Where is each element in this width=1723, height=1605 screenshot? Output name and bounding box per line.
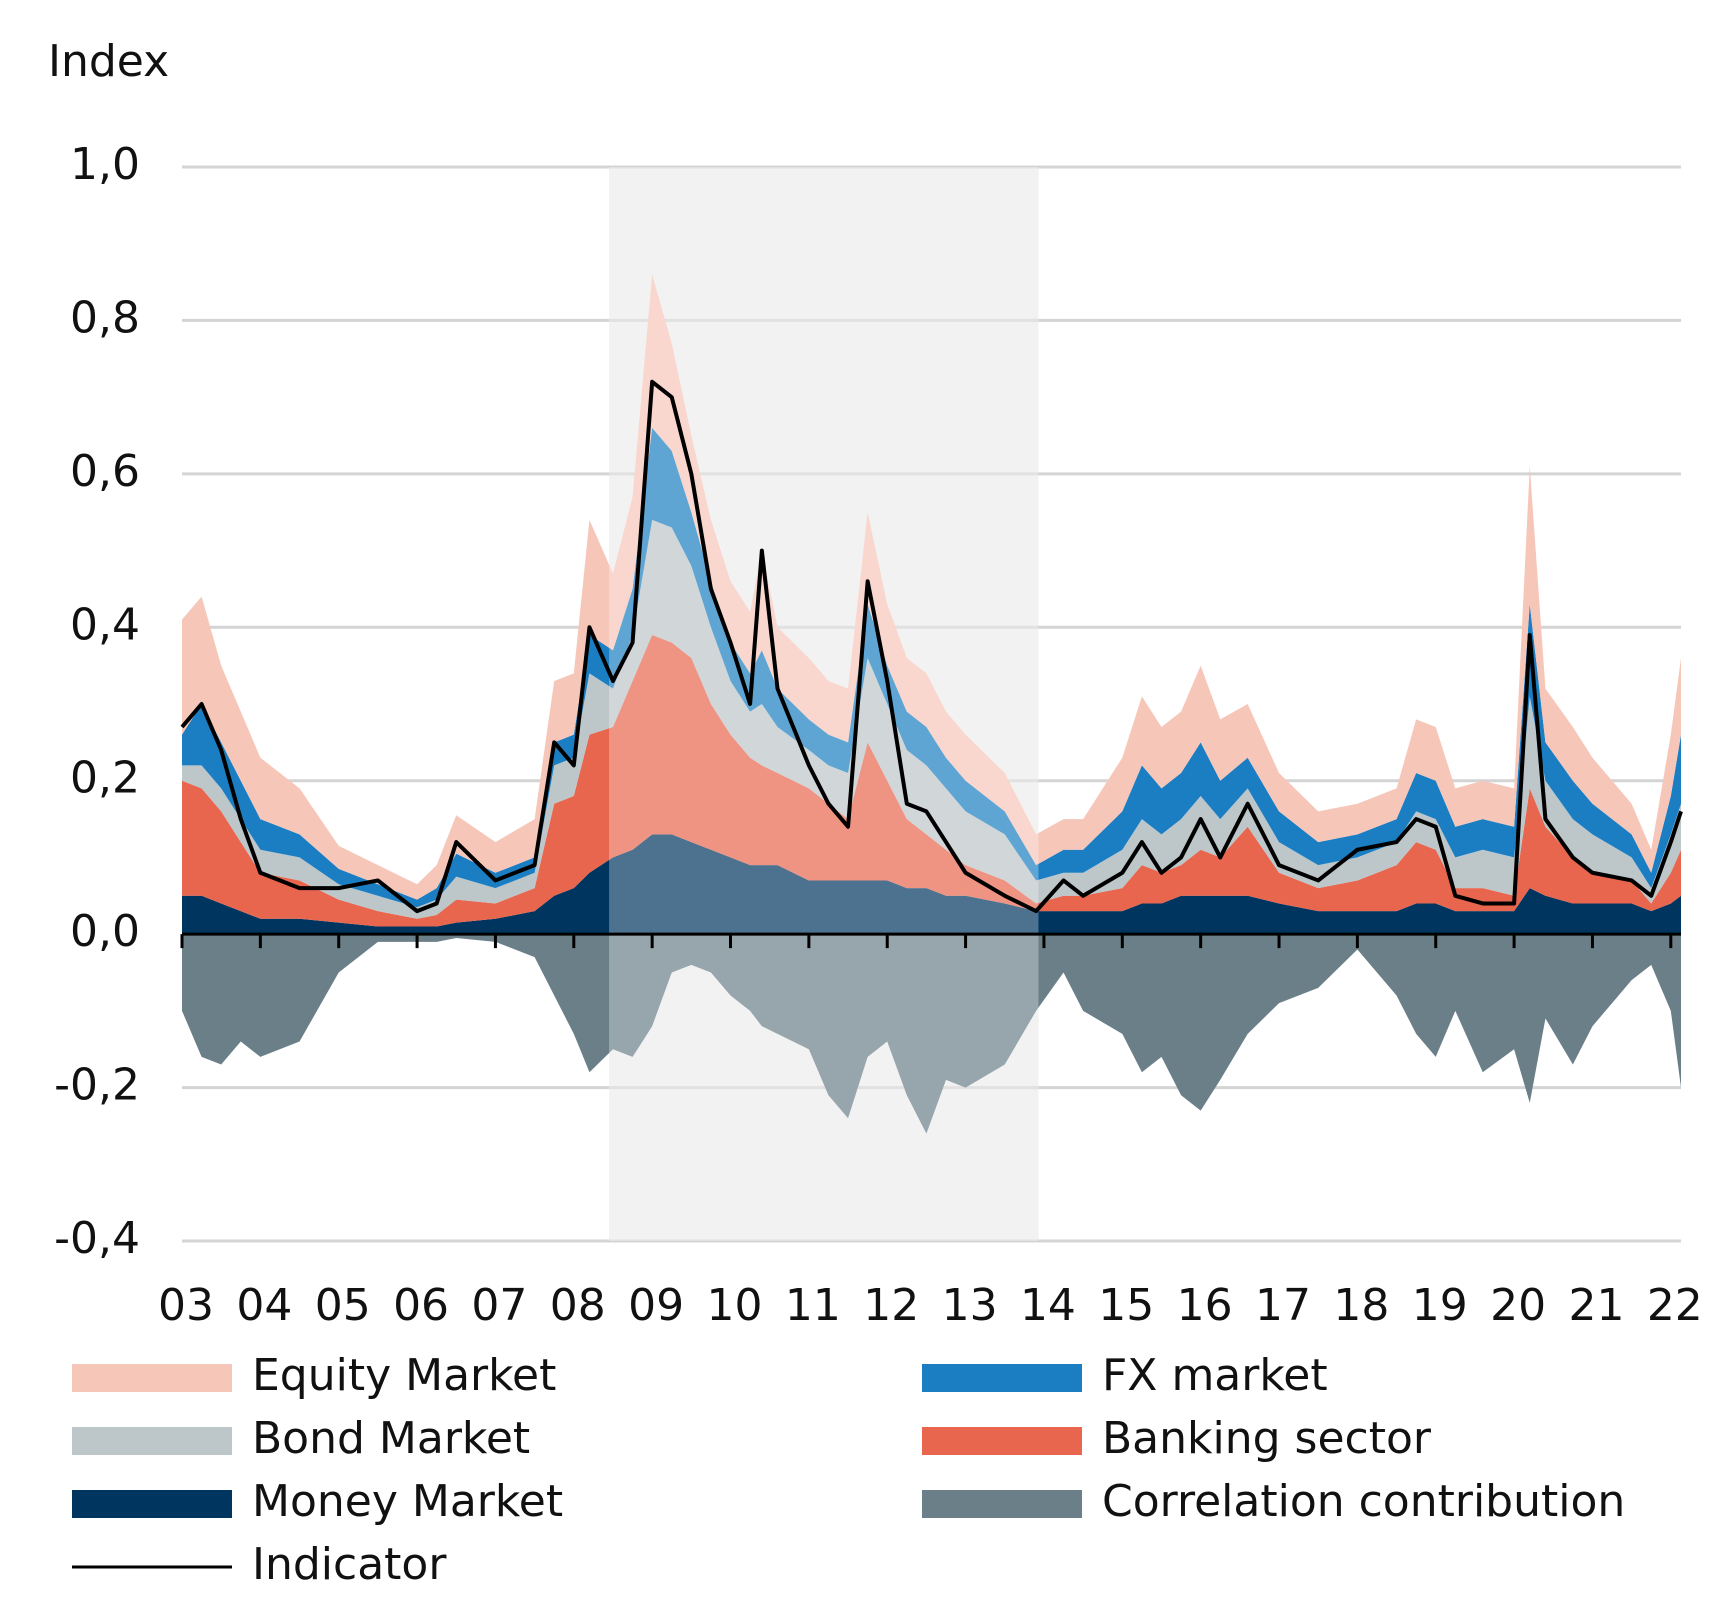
x-tick-label: 19 (1412, 1280, 1468, 1331)
legend-label: Indicator (252, 1539, 447, 1590)
axis-title: Index (48, 36, 169, 87)
x-tick-label: 04 (236, 1280, 292, 1331)
legend-label: Equity Market (252, 1350, 556, 1401)
x-tick-label: 09 (628, 1280, 684, 1331)
legend-swatch (72, 1364, 232, 1392)
legend-swatch (922, 1490, 1082, 1518)
x-tick-label: 16 (1177, 1280, 1233, 1331)
x-tick-label: 22 (1647, 1280, 1703, 1331)
x-tick-label: 20 (1490, 1280, 1546, 1331)
legend-label: Money Market (252, 1476, 563, 1527)
y-tick-label: 0,2 (70, 753, 140, 804)
legend-swatch (72, 1427, 232, 1455)
area (182, 834, 1681, 935)
line (180, 379, 1683, 914)
legend-swatch (922, 1427, 1082, 1455)
x-tick-label: 18 (1333, 1280, 1389, 1331)
x-tick-label: 03 (158, 1280, 214, 1331)
legend-label: Bond Market (252, 1413, 530, 1464)
x-tick-label: 13 (942, 1280, 998, 1331)
y-tick-label: -0,4 (54, 1213, 140, 1264)
y-tick-label: 0,4 (70, 599, 140, 650)
legend-swatch (72, 1490, 232, 1518)
legend-label: Correlation contribution (1102, 1476, 1625, 1527)
y-tick-label: 0,6 (70, 446, 140, 497)
area (182, 274, 1681, 900)
x-tick-label: 10 (707, 1280, 763, 1331)
x-tick-label: 17 (1255, 1280, 1311, 1331)
y-tick-label: 0,0 (70, 906, 140, 957)
legend-swatch (922, 1364, 1082, 1392)
legend-label: FX market (1102, 1350, 1328, 1401)
x-tick-label: 15 (1098, 1280, 1154, 1331)
x-tick-label: 06 (393, 1280, 449, 1331)
y-tick-label: 0,8 (70, 292, 140, 343)
area (182, 634, 1681, 927)
area (182, 934, 1681, 1134)
y-tick-label: 1,0 (70, 139, 140, 190)
x-tick-label: 07 (471, 1280, 527, 1331)
x-tick-label: 14 (1020, 1280, 1076, 1331)
y-tick-label: -0,2 (54, 1060, 140, 1111)
x-tick-label: 05 (315, 1280, 371, 1331)
x-tick-label: 21 (1568, 1280, 1624, 1331)
shaded-period-overlay (609, 167, 1039, 1241)
legend-label: Banking sector (1102, 1413, 1432, 1464)
x-tick-label: 08 (550, 1280, 606, 1331)
x-tick-label: 11 (785, 1280, 841, 1331)
x-tick-label: 12 (863, 1280, 919, 1331)
